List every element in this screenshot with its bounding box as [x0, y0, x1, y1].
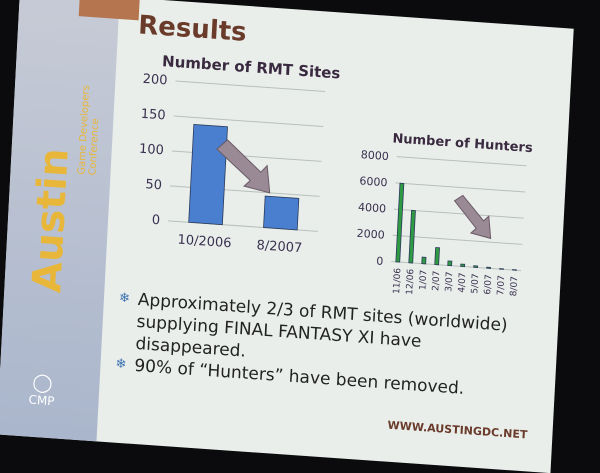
chart-title: Number of Hunters	[392, 131, 533, 156]
chart-title: Number of RMT Sites	[162, 52, 341, 82]
y-tick-label: 50	[145, 177, 162, 193]
y-tick-label: 2000	[356, 227, 385, 242]
x-tick-label: 6/07	[483, 274, 494, 295]
bar	[263, 195, 300, 231]
y-tick-label: 6000	[359, 174, 388, 189]
bar	[408, 209, 416, 264]
bar	[460, 263, 466, 268]
x-tick-label: 8/07	[509, 276, 520, 297]
logo-austin: Austin	[24, 146, 78, 295]
x-tick-label: 2/07	[431, 270, 442, 291]
bar	[499, 268, 504, 270]
bar	[512, 269, 517, 271]
x-tick-label: 1/07	[418, 270, 429, 291]
bar	[486, 266, 491, 269]
sidebar-logo-panel: Austin Game Developers Conference ◯ CMP	[0, 0, 120, 442]
gridline	[395, 182, 526, 193]
footer-url: WWW.AUSTINGDC.NET	[387, 418, 528, 442]
gridline	[173, 115, 324, 127]
x-tick-label: 3/07	[444, 271, 455, 292]
y-tick-label: 150	[140, 107, 166, 124]
bar	[473, 265, 479, 268]
cmp-logo: ◯ CMP	[28, 371, 55, 409]
slide-title: Results	[137, 10, 248, 48]
bar	[434, 247, 440, 266]
bullet-icon: ❄	[115, 356, 127, 373]
y-tick-label: 4000	[358, 201, 387, 216]
y-tick-label: 8000	[361, 148, 390, 163]
rmt-sites-chart: Number of RMT Sites 0 50 100 150 200 10/2006 8/…	[139, 52, 341, 256]
bar	[188, 124, 228, 226]
y-tick-label: 200	[142, 72, 168, 89]
cmp-globe-icon: ◯	[31, 371, 54, 395]
bar	[395, 182, 405, 263]
trend-arrow-icon	[453, 194, 492, 240]
bar	[447, 260, 453, 267]
x-tick-label: 8/2007	[256, 238, 302, 256]
y-tick-label: 0	[151, 213, 160, 229]
y-tick-label: 0	[376, 254, 384, 267]
x-tick-label: 10/2006	[177, 233, 232, 252]
logo-subtitle: Game Developers Conference	[76, 84, 102, 176]
gridline	[175, 80, 326, 93]
bar	[421, 256, 427, 265]
x-tick-label: 12/06	[405, 268, 416, 295]
trend-arrow-icon	[216, 139, 271, 194]
x-tick-label: 4/07	[457, 272, 468, 293]
y-tick-label: 100	[139, 142, 165, 159]
bullet-icon: ❄	[118, 290, 131, 307]
gridline	[396, 156, 527, 167]
x-tick-label: 7/07	[496, 275, 507, 296]
presentation-slide: Austin Game Developers Conference ◯ CMP R…	[0, 0, 574, 473]
x-tick-label: 11/06	[392, 267, 403, 294]
x-tick-label: 5/07	[470, 273, 481, 294]
